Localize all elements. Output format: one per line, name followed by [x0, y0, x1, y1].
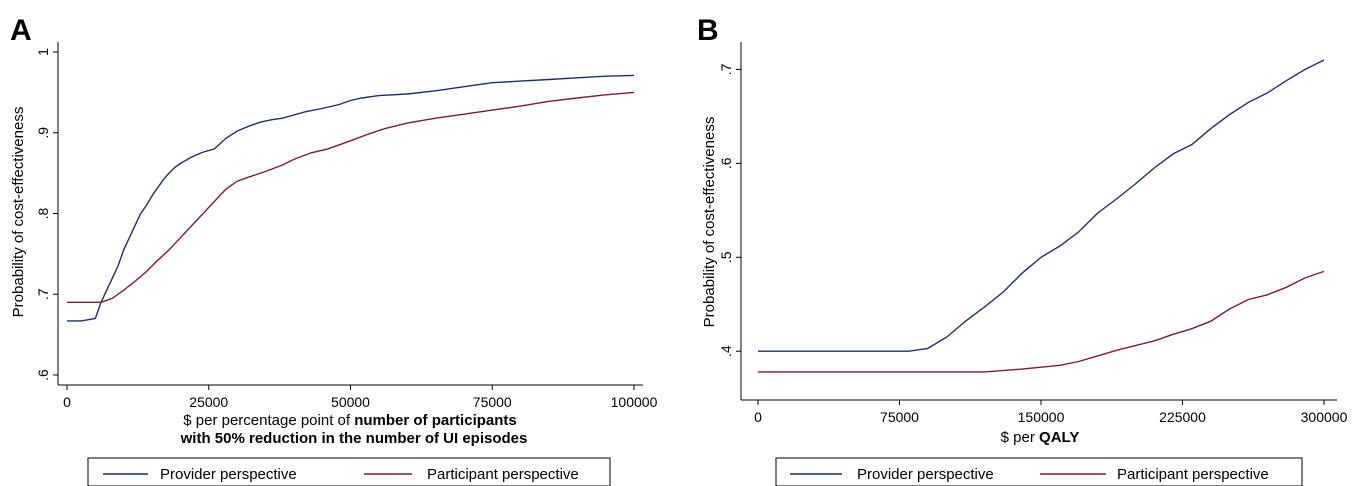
x-tick-label: 100000 — [611, 394, 658, 410]
legend-label-provider: Provider perspective — [160, 466, 297, 483]
x-axis-label: $ per QALY — [1001, 429, 1080, 446]
y-tick-label: .8 — [35, 207, 51, 219]
legend-label-provider: Provider perspective — [857, 466, 994, 483]
legend-label-participant: Participant perspective — [427, 466, 579, 483]
y-axis-label: Probability of cost-effectiveness — [10, 107, 27, 318]
x-tick-label: 75000 — [880, 409, 919, 425]
legend-label-participant: Participant perspective — [1117, 466, 1269, 483]
y-tick-label: .7 — [35, 288, 51, 300]
legend-box — [87, 457, 611, 486]
y-tick-label: .7 — [718, 63, 734, 75]
panel-a: A .6 .7 .8 .9 1 0 25000 50000 75000 100000 Probabil… — [10, 14, 658, 486]
y-tick-label: .6 — [35, 369, 51, 381]
series-line-provider — [758, 59, 1325, 352]
x-axis-label-line2: with 50% reduction in the number of UI e… — [180, 430, 528, 447]
x-tick-label: 150000 — [1018, 409, 1065, 425]
x-axis-label-bold: QALY — [1039, 429, 1079, 446]
x-tick-label: 0 — [754, 409, 762, 425]
y-tick-label: .5 — [718, 251, 734, 263]
series-line-provider — [67, 74, 635, 322]
y-axis-label: Probability of cost-effectiveness — [701, 117, 718, 328]
series-line-participant — [758, 270, 1325, 373]
y-tick-label: 1 — [35, 48, 51, 56]
x-tick-label: 25000 — [189, 394, 228, 410]
x-tick-label: 75000 — [473, 394, 512, 410]
panel-label: A — [10, 14, 32, 47]
x-axis-label-text: $ per percentage point of — [183, 412, 354, 429]
series-line-participant — [67, 91, 635, 303]
x-axis-label-bold: number of participants — [354, 412, 517, 429]
y-tick-label: .4 — [718, 345, 734, 357]
legend-box — [775, 457, 1303, 486]
x-tick-label: 300000 — [1301, 409, 1348, 425]
panel-label: B — [697, 14, 719, 47]
x-tick-label: 50000 — [331, 394, 370, 410]
x-axis-label-text: $ per — [1001, 429, 1039, 446]
x-axis-label: $ per percentage point of number of part… — [183, 412, 517, 429]
x-tick-label: 0 — [63, 394, 71, 410]
x-tick-label: 225000 — [1159, 409, 1206, 425]
y-tick-label: .6 — [718, 157, 734, 169]
panel-b: B .4 .5 .6 .7 0 75000 150000 225000 300000 Probabi… — [697, 14, 1348, 486]
y-tick-label: .9 — [35, 127, 51, 139]
